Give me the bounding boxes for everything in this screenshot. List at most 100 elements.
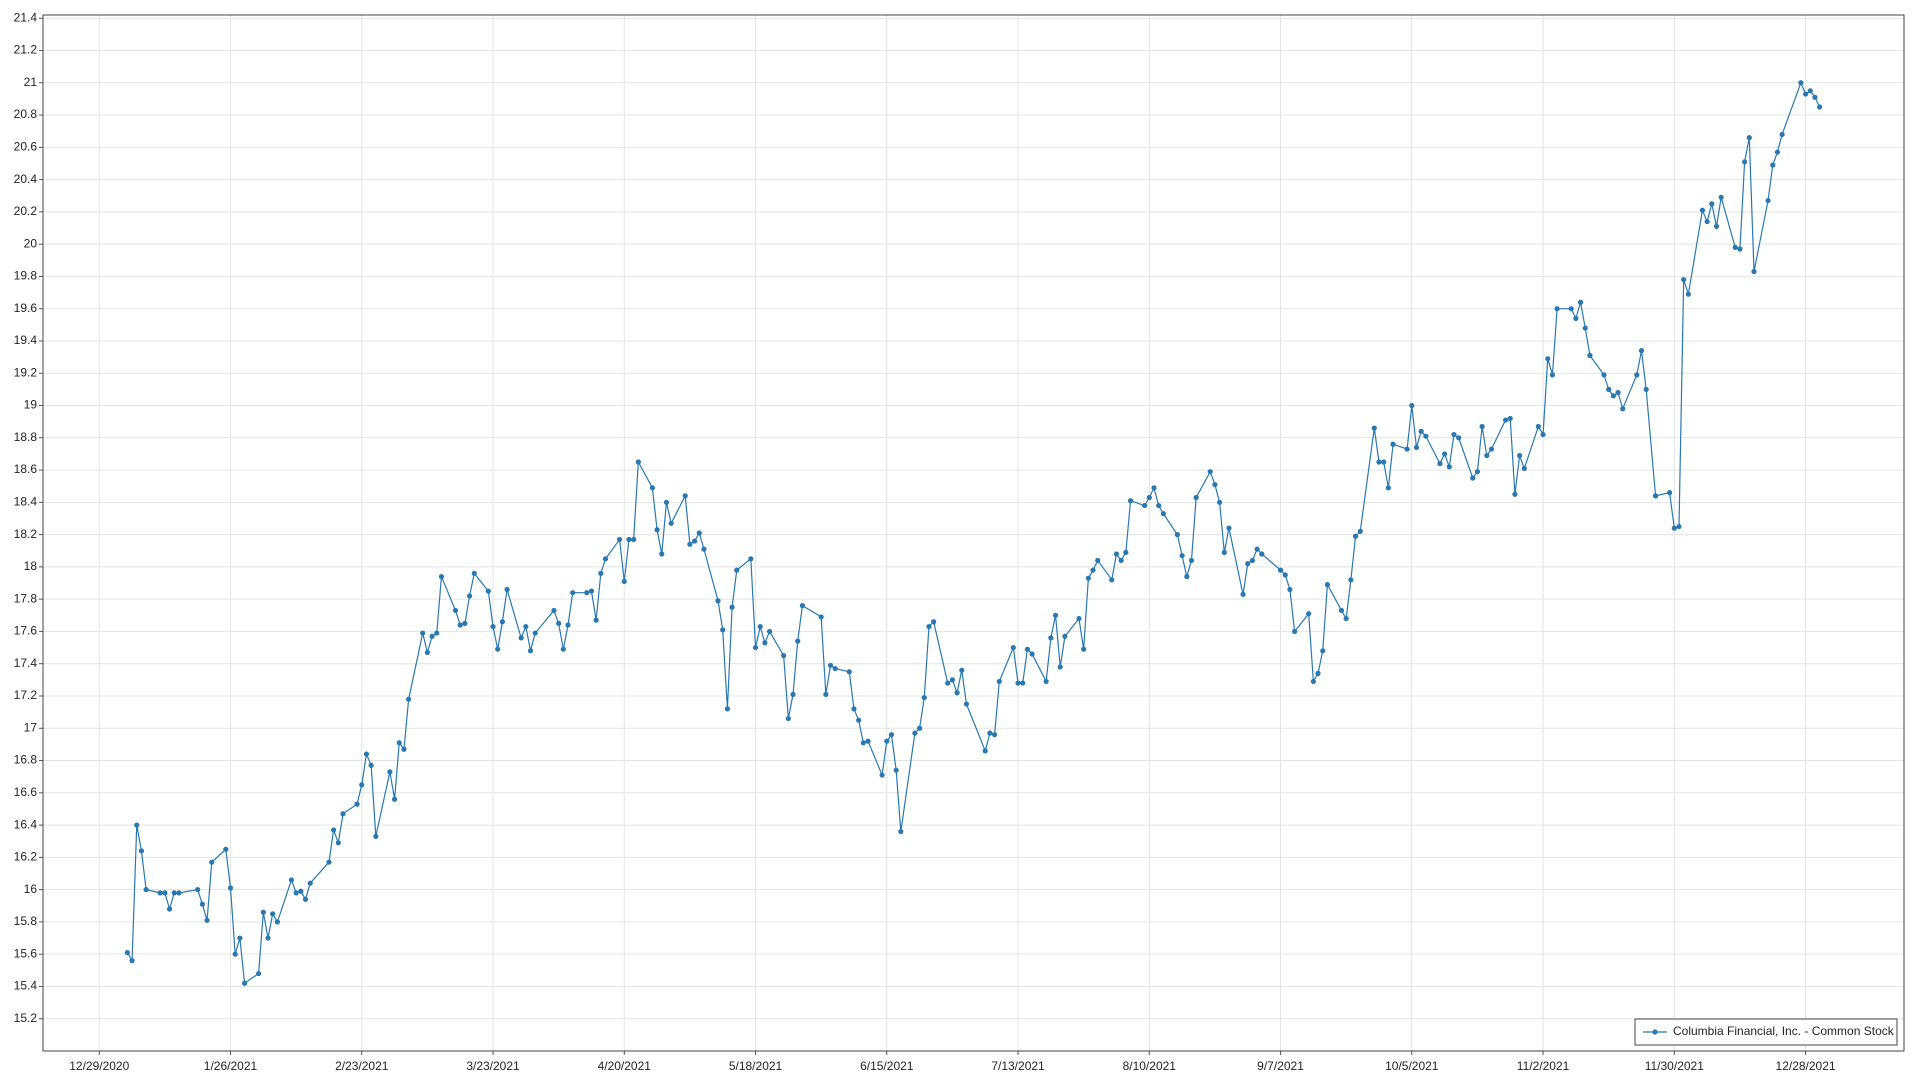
point	[1141, 502, 1148, 509]
point	[1043, 678, 1049, 685]
point	[687, 541, 693, 547]
point	[724, 706, 730, 712]
point	[762, 640, 768, 646]
point	[434, 630, 440, 636]
point	[1245, 561, 1251, 567]
point	[457, 622, 463, 628]
point	[1713, 223, 1720, 229]
y-tick-label: 19.8	[14, 269, 38, 283]
y-tick-label: 20.2	[14, 204, 38, 218]
point	[865, 738, 871, 744]
point	[560, 646, 566, 652]
point	[598, 570, 604, 576]
y-tick-label: 15.6	[14, 946, 38, 960]
point	[1226, 525, 1232, 531]
point	[1118, 557, 1124, 564]
point	[452, 607, 459, 614]
point	[373, 833, 379, 839]
point	[570, 590, 576, 596]
point	[157, 890, 163, 896]
point	[485, 588, 491, 594]
y-tick-label: 16.4	[14, 817, 38, 831]
point	[166, 906, 173, 912]
x-tick-label: 5/18/2021	[729, 1059, 783, 1073]
point	[748, 556, 754, 562]
point	[1474, 469, 1481, 475]
point	[1512, 491, 1518, 497]
point	[1193, 494, 1199, 501]
point	[1699, 207, 1706, 213]
x-tick-label: 9/7/2021	[1257, 1059, 1304, 1073]
point	[1704, 218, 1710, 225]
point	[471, 570, 477, 576]
point	[916, 725, 923, 731]
point	[420, 630, 426, 636]
point	[1667, 490, 1673, 496]
x-tick-label: 3/23/2021	[466, 1059, 520, 1073]
legend-label: Columbia Financial, Inc. - Common Stock	[1673, 1024, 1895, 1038]
x-tick-label: 11/2/2021	[1517, 1059, 1570, 1073]
legend: Columbia Financial, Inc. - Common Stock	[1634, 1018, 1898, 1046]
point	[1521, 465, 1527, 472]
point	[1320, 648, 1326, 654]
point	[1779, 131, 1785, 138]
point	[293, 890, 299, 896]
y-tick-label: 20.6	[14, 139, 38, 153]
point	[462, 620, 468, 626]
point	[1090, 567, 1096, 573]
y-tick-label: 20	[24, 236, 38, 250]
point	[1282, 572, 1288, 578]
point	[237, 935, 243, 941]
point	[359, 782, 365, 788]
point	[401, 746, 407, 752]
point	[340, 811, 346, 817]
point	[1240, 591, 1246, 597]
point	[368, 762, 374, 768]
point	[354, 801, 360, 807]
point	[856, 717, 862, 723]
point	[532, 630, 538, 636]
point	[1259, 551, 1265, 557]
point	[851, 706, 857, 712]
point	[429, 633, 435, 639]
point	[734, 567, 740, 573]
point	[1638, 348, 1645, 354]
point	[1277, 567, 1284, 573]
point	[757, 623, 763, 630]
point	[729, 604, 735, 610]
point	[1127, 498, 1134, 504]
point	[1413, 444, 1420, 451]
y-tick-label: 15.8	[14, 914, 38, 928]
point	[701, 546, 707, 552]
point	[1179, 552, 1185, 559]
point	[799, 603, 806, 609]
point	[1057, 664, 1063, 670]
point	[1606, 386, 1612, 392]
point	[1029, 651, 1035, 657]
point	[691, 538, 698, 544]
point	[138, 848, 145, 854]
point	[954, 690, 960, 696]
point	[884, 738, 890, 744]
point	[1024, 646, 1031, 652]
point	[1807, 88, 1813, 94]
point	[1798, 80, 1804, 86]
point	[1409, 402, 1415, 409]
point	[1404, 446, 1410, 452]
point	[1371, 425, 1377, 431]
point	[1770, 162, 1776, 168]
point	[134, 822, 140, 828]
point	[1376, 459, 1382, 465]
x-tick-label: 1/26/2021	[204, 1059, 258, 1073]
y-tick-label: 18.4	[14, 495, 38, 509]
point	[1315, 670, 1321, 676]
y-tick-label: 21.2	[14, 43, 38, 57]
point	[621, 578, 627, 585]
point	[1681, 277, 1687, 283]
point	[1817, 104, 1823, 110]
point	[1451, 431, 1457, 438]
x-tick-label: 11/30/2021	[1645, 1059, 1704, 1073]
series	[124, 80, 1823, 986]
point	[1010, 644, 1016, 651]
